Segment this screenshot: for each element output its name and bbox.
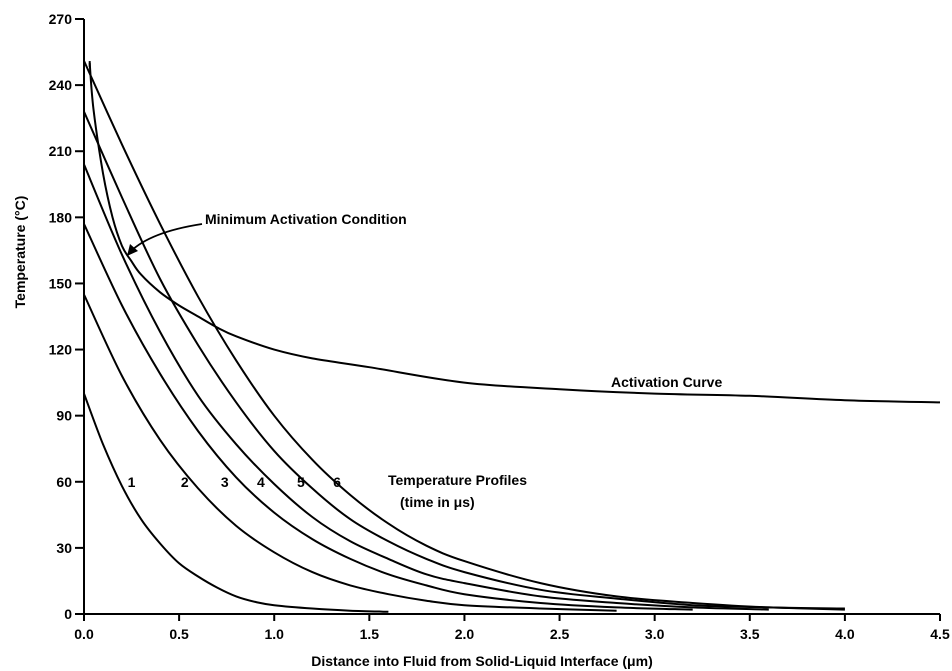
profile-line-2 (83, 294, 617, 612)
y-tick-label: 270 (49, 11, 73, 27)
profile-label-1: 1 (128, 474, 136, 490)
y-tick-label: 180 (49, 209, 73, 225)
annotation-activation-curve: Activation Curve (611, 374, 722, 390)
y-axis-title: Temperature (°C) (12, 196, 28, 309)
profile-line-4 (83, 164, 769, 611)
y-tick-label: 240 (49, 77, 73, 93)
profile-line-6 (83, 60, 845, 610)
y-tick-label: 60 (56, 474, 72, 490)
annotation-minimum-activation: Minimum Activation Condition (205, 211, 407, 227)
profile-label-6: 6 (333, 474, 341, 490)
x-tick-label: 0.5 (169, 626, 189, 642)
x-axis-title: Distance into Fluid from Solid-Liquid In… (311, 653, 652, 669)
x-tick-label: 3.5 (740, 626, 760, 642)
profile-line-1 (83, 393, 389, 613)
profile-line-3 (83, 223, 693, 611)
x-tick-label: 1.0 (264, 626, 284, 642)
annotation-time-units: (time in μs) (400, 494, 475, 510)
x-tick-label: 1.5 (360, 626, 380, 642)
y-tick-label: 30 (56, 540, 72, 556)
x-tick-label: 2.5 (550, 626, 570, 642)
annotation-temperature-profiles: Temperature Profiles (388, 472, 527, 488)
activation-curve-line (88, 63, 941, 404)
x-tick-label: 4.0 (835, 626, 855, 642)
y-tick-label: 90 (56, 408, 72, 424)
x-tick-label: 3.0 (645, 626, 665, 642)
y-tick-label: 210 (49, 143, 73, 159)
chart-ticks: 0.0 0.5 1.0 1.5 2.0 2.5 3.0 3.5 4.0 4.5 0 30 60 90 120… (49, 11, 950, 642)
x-tick-label: 2.0 (455, 626, 475, 642)
profile-line-5 (83, 111, 845, 611)
profile-label-5: 5 (297, 474, 305, 490)
x-tick-label: 0.0 (74, 626, 94, 642)
chart-marks: 1 2 3 4 5 6 (83, 19, 941, 615)
profile-label-2: 2 (181, 474, 189, 490)
annotation-arrow-head (127, 244, 138, 256)
x-tick-label: 4.5 (930, 626, 950, 642)
profile-label-3: 3 (221, 474, 229, 490)
y-tick-label: 0 (64, 606, 72, 622)
y-tick-label: 150 (49, 275, 73, 291)
profile-label-4: 4 (257, 474, 265, 490)
y-tick-label: 120 (49, 342, 73, 358)
